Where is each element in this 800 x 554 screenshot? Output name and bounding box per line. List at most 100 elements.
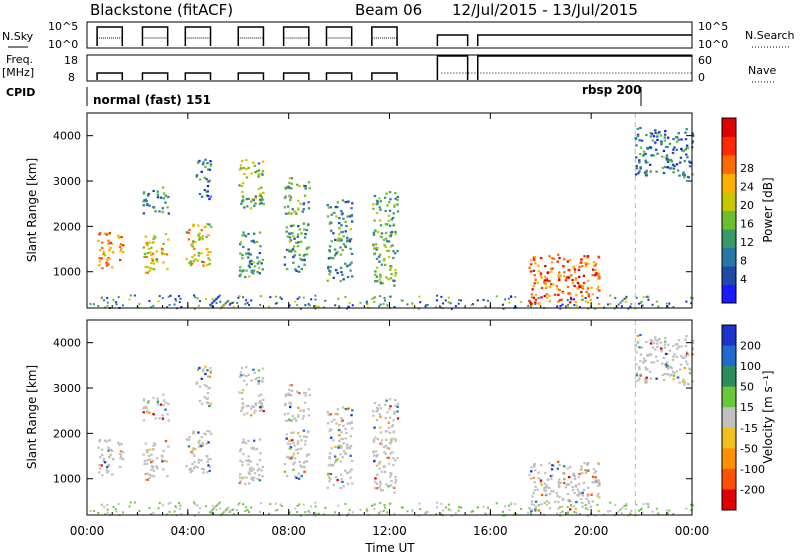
- velocity-cell: [507, 504, 510, 507]
- velocity-cell: [419, 508, 422, 511]
- velocity-cell: [528, 506, 531, 510]
- power-cell: [280, 297, 283, 300]
- power-cell: [635, 296, 638, 299]
- velocity-cell: [250, 469, 253, 473]
- velocity-cell: [292, 468, 295, 471]
- velocity-cell: [332, 483, 335, 486]
- power-cell: [205, 298, 208, 301]
- velocity-cell: [206, 471, 209, 474]
- velocity-cell: [350, 427, 354, 430]
- power-cell: [593, 274, 597, 277]
- power-cell: [666, 305, 669, 308]
- velocity-cell: [146, 458, 149, 462]
- velocity-cell: [379, 431, 383, 434]
- velocity-cell: [470, 510, 473, 513]
- power-cell: [375, 248, 378, 251]
- power-cell: [638, 161, 641, 164]
- velocity-cell: [545, 493, 548, 496]
- y-tick-label: 1000: [53, 266, 81, 279]
- power-cell: [276, 301, 279, 304]
- velocity-cell: [656, 339, 659, 342]
- velocity-cell: [340, 431, 343, 434]
- velocity-cell: [372, 438, 376, 441]
- velocity-cell: [285, 475, 289, 478]
- power-cell: [337, 237, 341, 240]
- velocity-cell: [660, 350, 663, 353]
- power-cell: [419, 301, 422, 304]
- velocity-cell: [107, 449, 110, 452]
- power-cell: [383, 196, 387, 199]
- power-cell: [142, 204, 145, 207]
- velocity-cell: [257, 380, 260, 383]
- velocity-cell: [388, 502, 391, 505]
- velocity-cell: [251, 405, 254, 408]
- velocity-cell: [187, 445, 191, 448]
- velocity-cell: [161, 417, 165, 420]
- power-cell: [152, 268, 156, 271]
- power-cell: [532, 285, 535, 288]
- power-cell: [384, 209, 387, 213]
- velocity-cell: [457, 509, 460, 512]
- velocity-cell: [349, 454, 352, 457]
- power-cell: [262, 203, 265, 206]
- power-cell: [239, 266, 242, 269]
- velocity-cell: [164, 401, 168, 404]
- velocity-cell: [121, 511, 124, 514]
- power-cell: [672, 137, 675, 141]
- power-cell: [210, 304, 213, 307]
- power-cell: [556, 305, 559, 308]
- power-cell: [502, 307, 505, 310]
- power-cell: [339, 279, 342, 283]
- velocity-cell: [686, 363, 689, 366]
- velocity-cell: [250, 466, 253, 469]
- power-cell: [649, 146, 652, 149]
- power-cell: [247, 232, 250, 236]
- power-cell: [147, 192, 150, 196]
- freq-block-3: [237, 72, 265, 80]
- velocity-cell: [148, 476, 152, 479]
- velocity-cell: [238, 502, 241, 505]
- power-cell: [187, 231, 191, 235]
- power-cell: [635, 144, 638, 147]
- velocity-cell: [239, 480, 242, 483]
- power-cell: [387, 278, 390, 281]
- power-cell: [285, 230, 288, 233]
- velocity-cell: [662, 356, 666, 360]
- power-cell: [329, 206, 332, 209]
- power-cell: [148, 266, 152, 269]
- power-cell: [260, 195, 264, 199]
- power-cell: [192, 260, 196, 263]
- velocity-cell: [295, 448, 298, 452]
- power-cell: [557, 293, 560, 296]
- power-cell: [261, 173, 264, 176]
- power-cell: [581, 284, 584, 287]
- velocity-cell: [256, 477, 259, 481]
- power-cell: [154, 236, 157, 239]
- power-cell: [359, 301, 362, 304]
- power-cell: [145, 255, 148, 258]
- velocity-cell: [296, 390, 299, 393]
- velocity-cell: [307, 510, 310, 513]
- power-cell: [239, 252, 242, 255]
- power-cell: [252, 161, 255, 164]
- velocity-cell: [576, 488, 580, 491]
- velocity-cell: [643, 360, 646, 363]
- velocity-cell: [302, 415, 305, 418]
- velocity-cell: [287, 419, 290, 422]
- power-cell: [597, 256, 601, 259]
- power-cell: [378, 206, 381, 209]
- velocity-cell: [209, 432, 213, 435]
- power-cell: [195, 175, 198, 178]
- velocity-cell: [152, 475, 156, 478]
- power-cell: [349, 269, 352, 272]
- velocity-cell: [198, 399, 202, 403]
- velocity-cell: [345, 431, 348, 435]
- power-cell: [582, 281, 586, 285]
- velocity-cell: [245, 366, 248, 369]
- power-cell: [180, 305, 183, 308]
- velocity-cell: [556, 512, 559, 515]
- power-cell: [587, 279, 590, 282]
- power-cell: [682, 173, 685, 176]
- velocity-cell: [193, 501, 196, 504]
- power-cell: [306, 223, 310, 227]
